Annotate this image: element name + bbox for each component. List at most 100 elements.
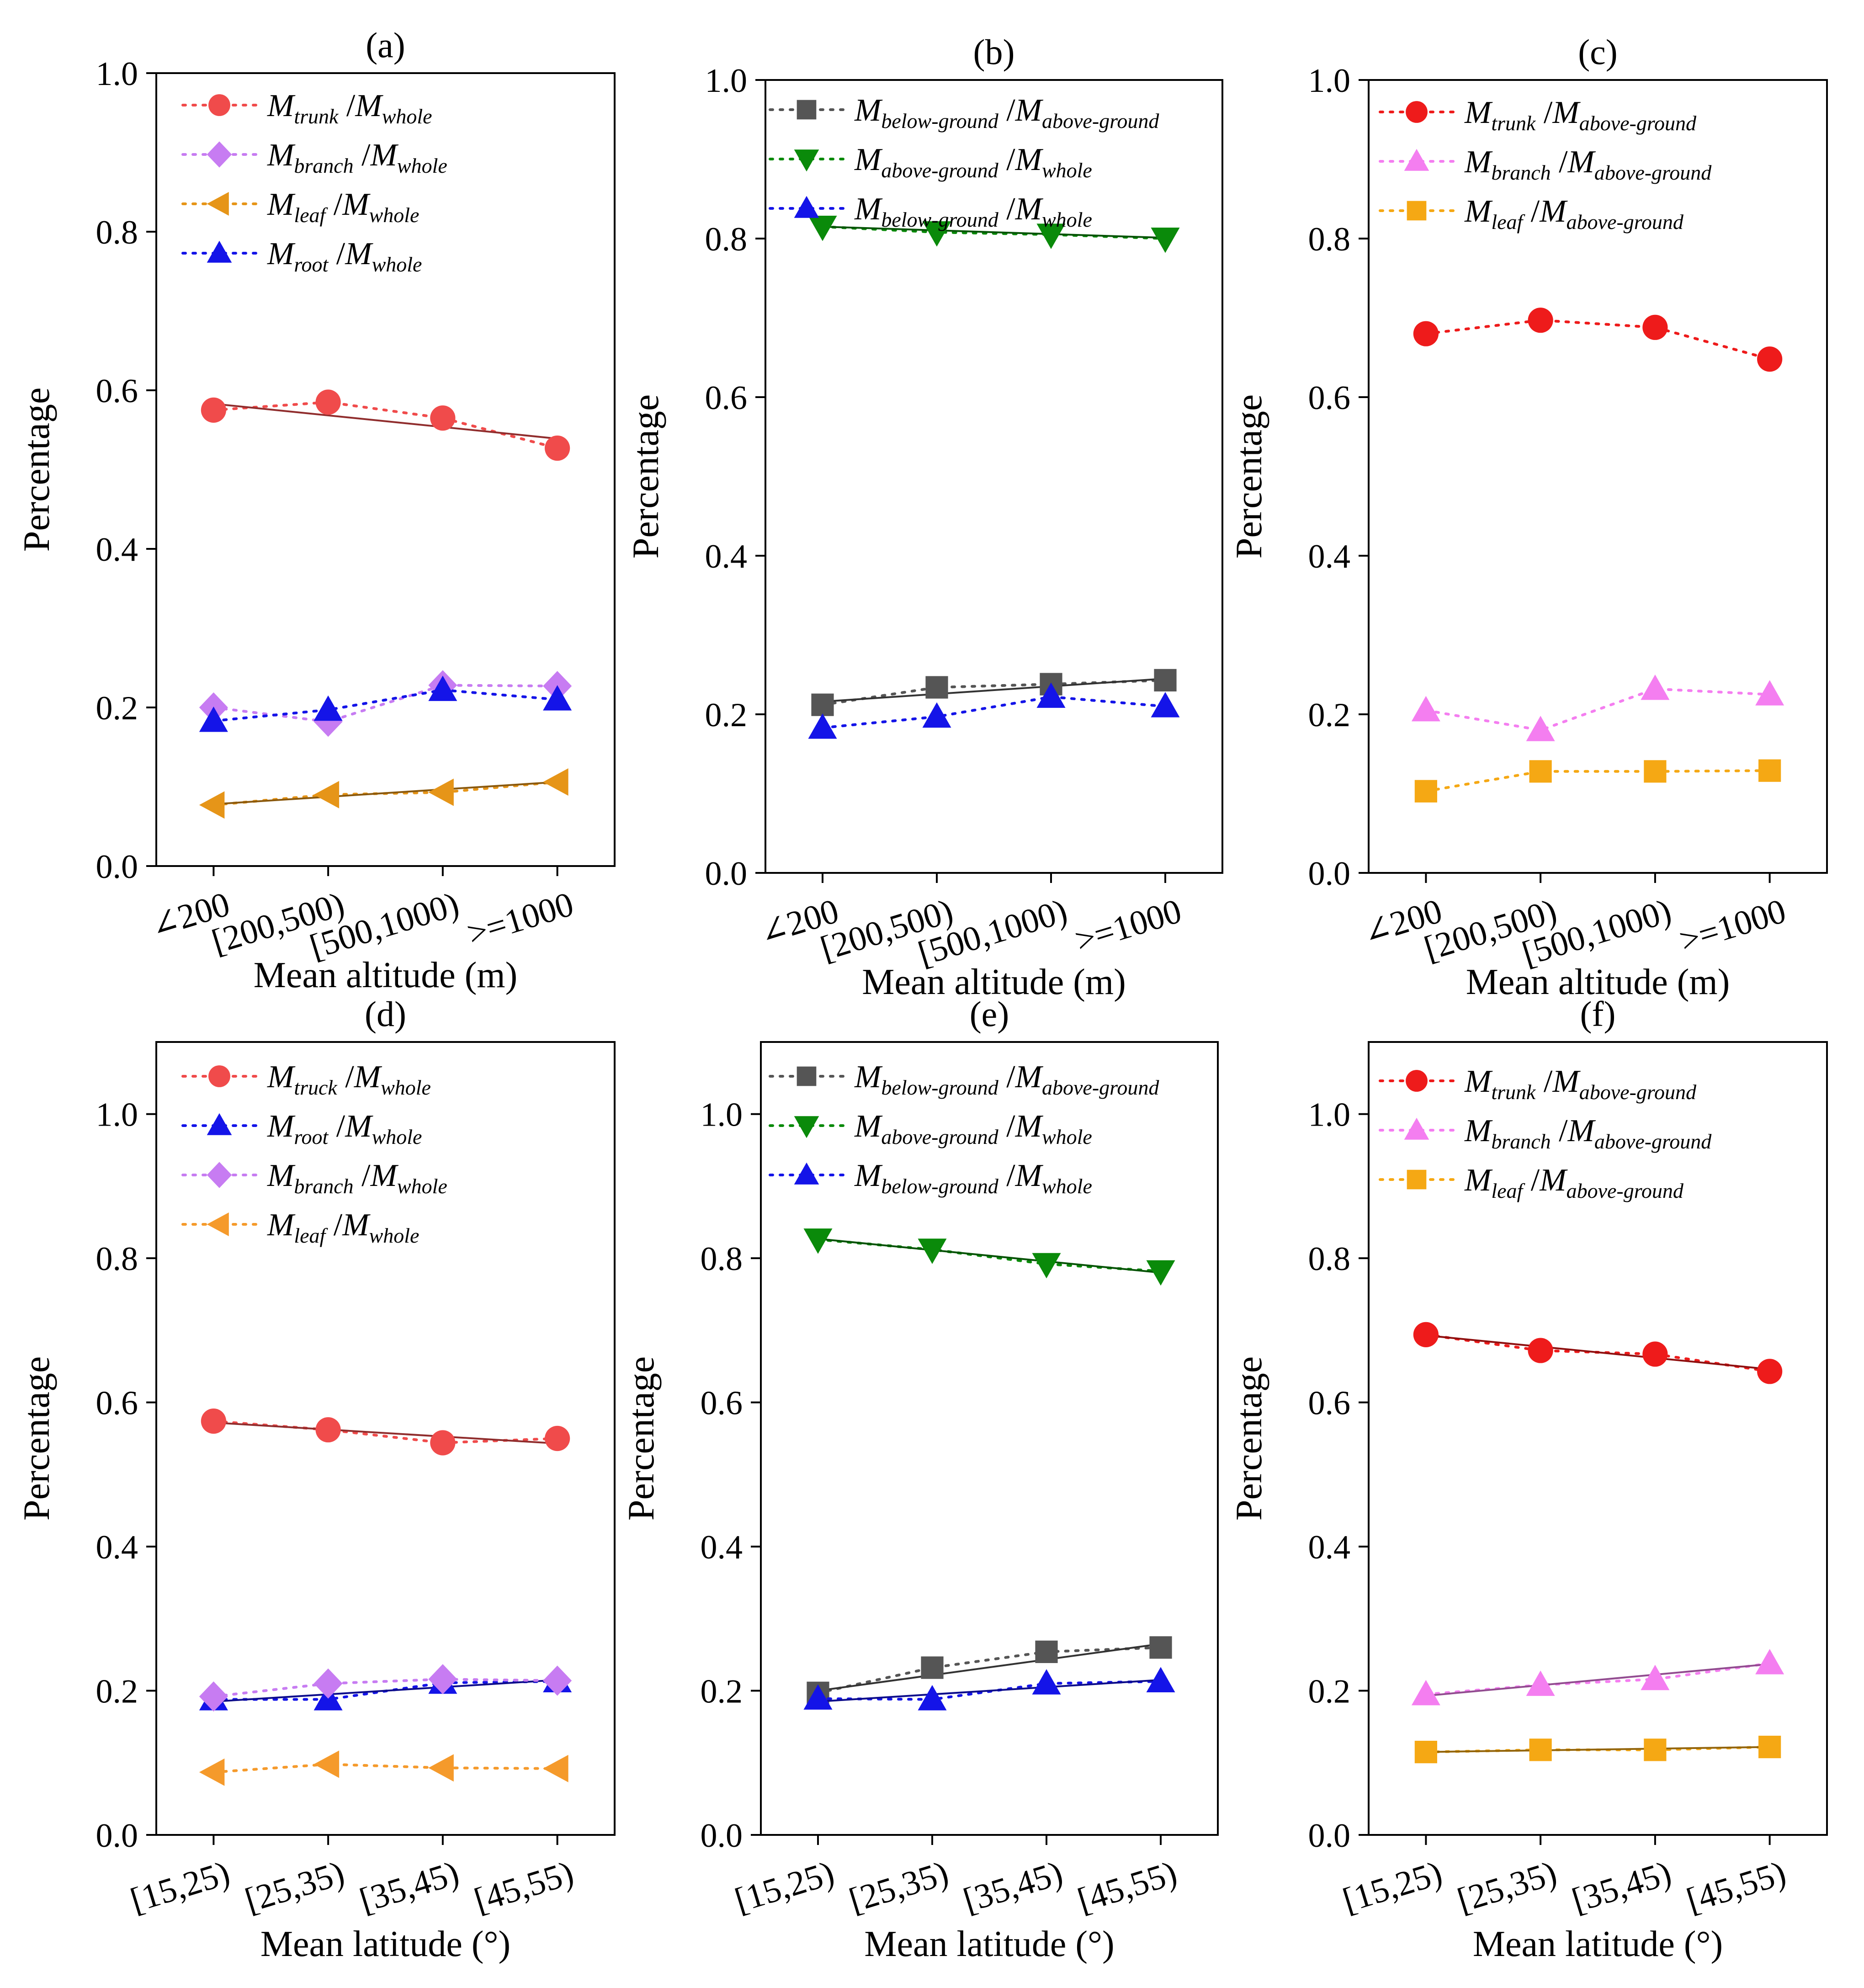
- y-tick-label: 0.6: [1308, 379, 1351, 417]
- data-point: [1757, 346, 1783, 372]
- x-axis-label: Mean altitude (m): [862, 962, 1126, 1002]
- legend-entry: Mroot /Mwhole: [181, 1109, 422, 1148]
- legend-sub-2: whole: [1042, 208, 1092, 231]
- data-point: [1755, 1649, 1784, 1674]
- legend-m: M: [1567, 144, 1596, 180]
- legend-marker: [794, 149, 819, 172]
- y-tick-label: 0.0: [96, 848, 138, 886]
- x-tick-label: [15,25): [126, 1854, 234, 1920]
- y-tick-label: 0.2: [1308, 696, 1351, 734]
- legend-m: M: [267, 187, 296, 222]
- legend-label: Mabove-ground /Mwhole: [854, 1109, 1092, 1148]
- legend-sub-1: branch: [294, 154, 353, 177]
- data-point: [428, 1754, 454, 1782]
- series: [1414, 1735, 1781, 1764]
- series-line: [212, 684, 559, 723]
- series: [807, 1636, 1172, 1704]
- data-point: [313, 781, 340, 808]
- series: [1414, 759, 1781, 803]
- series: [808, 215, 1180, 253]
- legend-marker: [207, 1113, 232, 1135]
- legend-entry: Mbelow-ground /Mwhole: [769, 191, 1092, 231]
- data-point: [1644, 1738, 1667, 1761]
- data-point: [199, 791, 225, 819]
- legend-m: M: [1464, 95, 1493, 130]
- trend-line: [213, 403, 558, 440]
- series: [803, 1228, 1175, 1286]
- legend-m: M: [267, 88, 296, 123]
- x-tick-label: [35,45): [959, 1854, 1067, 1920]
- y-tick-label: 1.0: [1308, 62, 1351, 100]
- legend-m: M: [370, 138, 399, 173]
- data-point: [803, 1228, 833, 1254]
- plot-frame: [760, 1041, 1219, 1836]
- legend-marker: [797, 100, 817, 120]
- panel-label: (e): [970, 994, 1009, 1034]
- legend-entry: Mbelow-ground /Mabove-ground: [769, 1059, 1159, 1099]
- legend-m: M: [267, 1059, 296, 1095]
- y-tick-label: 1.0: [96, 1096, 138, 1134]
- series-line: [212, 1419, 559, 1444]
- y-tick-label: 0.2: [96, 690, 138, 727]
- data-point: [1414, 1741, 1437, 1764]
- legend-entry: Mtrunk /Mabove-ground: [1379, 1064, 1697, 1104]
- data-point: [925, 676, 948, 699]
- legend-entry: Mabove-ground /Mwhole: [769, 142, 1092, 182]
- legend-entry: Mtrunk /Mabove-ground: [1379, 95, 1697, 135]
- y-tick-label: 0.2: [701, 1673, 743, 1711]
- legend-slash: /: [354, 138, 371, 173]
- legend-slash: /: [998, 142, 1016, 177]
- panel-label: (c): [1578, 32, 1618, 72]
- trend-line: [818, 1238, 1161, 1274]
- legend-sub-1: root: [294, 253, 329, 276]
- data-point: [918, 1239, 947, 1264]
- legend-m: M: [1552, 95, 1581, 130]
- y-tick-label: 0.8: [96, 1240, 138, 1278]
- legend-entry: Mbranch /Mwhole: [181, 138, 447, 177]
- legend-sub-1: leaf: [1491, 1179, 1525, 1202]
- series: [803, 1667, 1175, 1711]
- chart-panel: (f) 0.0 0.2 0.4 0.6 0.8 1.0 [15,25) [25,35) [35,4…: [1228, 994, 1828, 1964]
- legend-sub-2: above-ground: [1594, 161, 1712, 184]
- legend-m: M: [1464, 1064, 1493, 1099]
- data-point: [1526, 716, 1555, 741]
- panel-label: (b): [973, 32, 1015, 72]
- trend-line: [822, 225, 1166, 239]
- y-tick-label: 0.8: [1308, 1240, 1351, 1278]
- legend-marker: [207, 1162, 232, 1188]
- data-point: [1529, 1738, 1552, 1761]
- x-tick-label: [45,55): [470, 1854, 578, 1920]
- series-line: [1424, 319, 1771, 361]
- y-tick-label: 0.6: [96, 372, 138, 410]
- legend-m: M: [854, 142, 883, 177]
- legend-sub-1: branch: [1491, 1130, 1551, 1153]
- legend-slash: /: [1535, 95, 1553, 130]
- data-point: [921, 1656, 944, 1679]
- legend-sub-2: above-ground: [1042, 1076, 1159, 1099]
- series: [199, 1667, 572, 1711]
- data-point: [1755, 680, 1784, 706]
- data-point: [1526, 1670, 1555, 1696]
- legend-m: M: [267, 1207, 296, 1243]
- series-line: [821, 679, 1167, 707]
- legend-m: M: [1539, 194, 1568, 229]
- legend-sub-1: truck: [294, 1076, 338, 1099]
- y-axis-label: Percentage: [1228, 1356, 1269, 1521]
- x-tick-label: [25,35): [844, 1854, 953, 1920]
- data-point: [1413, 1322, 1439, 1347]
- series: [201, 1409, 570, 1456]
- data-point: [1149, 1636, 1172, 1659]
- legend-sub-1: leaf: [1491, 210, 1525, 234]
- legend-marker: [207, 240, 232, 263]
- legend-m: M: [267, 236, 296, 271]
- series: [811, 669, 1177, 716]
- trend-line: [818, 1679, 1161, 1703]
- legend-m: M: [355, 88, 383, 123]
- legend-m: M: [1464, 144, 1493, 180]
- legend-marker: [208, 1065, 230, 1087]
- y-axis-label: Percentage: [1228, 394, 1269, 559]
- series-line: [1424, 769, 1771, 793]
- x-tick-label: [45,55): [1073, 1854, 1181, 1920]
- legend-entry: Mleaf /Mabove-ground: [1379, 194, 1684, 234]
- legend-sub-2: above-ground: [1567, 210, 1684, 234]
